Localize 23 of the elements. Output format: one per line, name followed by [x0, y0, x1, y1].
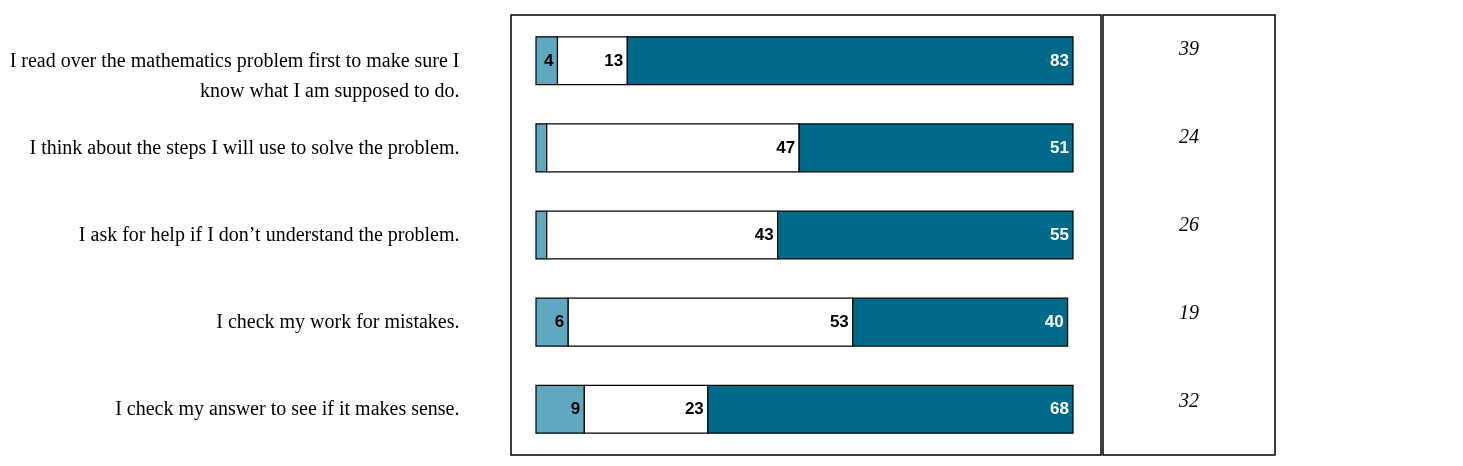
data-label: 4	[544, 50, 555, 70]
data-label: 9	[570, 399, 581, 419]
text: 39	[1178, 37, 1199, 59]
data-label: 43	[754, 225, 774, 244]
text: 19	[1179, 301, 1199, 323]
data-label: 51	[1050, 137, 1069, 157]
data-label: 68	[1050, 399, 1069, 419]
text: 24	[1179, 125, 1199, 147]
data-label: 83	[1050, 50, 1069, 70]
data-label: 6	[554, 312, 565, 332]
y-tick-label: I check my answer to see if it makes sense.	[115, 397, 460, 421]
data-label: 47	[776, 137, 796, 157]
y-tick-label: I think about the steps I will use to solve the problem.	[29, 135, 460, 159]
data-label: 40	[1044, 312, 1064, 332]
data-label: 23	[684, 399, 704, 419]
y-tick-label: I check my work for mistakes.	[216, 310, 460, 334]
data-label: 55	[1050, 225, 1069, 244]
data-label: 53	[829, 312, 849, 332]
data-label: 13	[604, 50, 624, 70]
text: 32	[1178, 389, 1199, 411]
y-tick-label: I ask for help if I don’t understand the problem.	[78, 223, 460, 246]
y-tick-label: I read over the mathematics problem first to make sure I know what I am supposed to do.	[9, 48, 460, 102]
text: 26	[1179, 213, 1199, 235]
